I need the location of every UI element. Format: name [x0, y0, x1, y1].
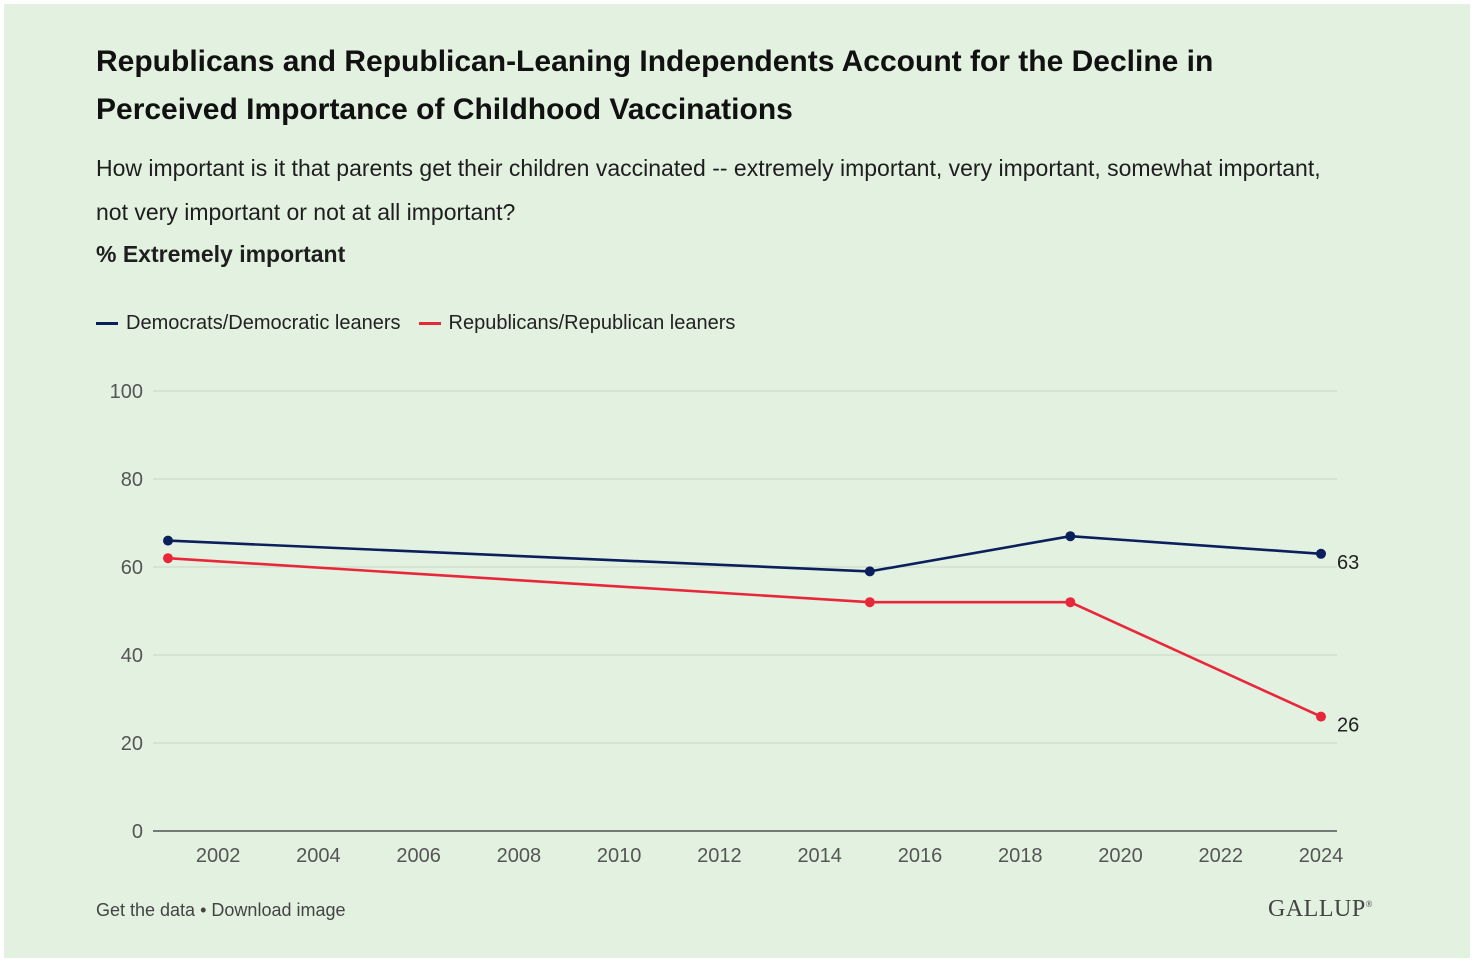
series-line-democrats	[167, 534, 1322, 573]
x-tick-label-2024: 2024	[1299, 845, 1344, 867]
x-tick-label-2008: 2008	[497, 845, 542, 867]
chart-subtitle: How important is it that parents get the…	[96, 155, 1321, 225]
y-tick-label-60: 60	[121, 557, 143, 579]
data-point-democrats-2019	[1065, 531, 1076, 542]
footer: Get the data • Download image	[96, 900, 346, 921]
legend-label-democrats: Democrats/Democratic leaners	[126, 311, 401, 334]
data-point-republicans-2015	[864, 597, 875, 608]
data-point-republicans-2019	[1065, 597, 1076, 608]
y-tick-label-100: 100	[110, 381, 143, 403]
y-tick-label-80: 80	[121, 469, 143, 491]
get-data-link[interactable]: Get the data	[96, 900, 196, 920]
download-image-link[interactable]: Download image	[211, 900, 346, 920]
gallup-logo: GALLUP®	[1268, 896, 1374, 922]
chart-card	[4, 4, 1470, 958]
legend-item-democrats: Democrats/Democratic leaners	[96, 312, 401, 335]
data-point-republicans-2001	[163, 553, 173, 564]
chart-title: Republicans and Republican-Leaning Indep…	[96, 45, 1214, 126]
legend-item-republicans: Republicans/Republican leaners	[418, 311, 736, 335]
legend-swatch-democrats	[96, 321, 118, 325]
y-tick-label-0: 0	[132, 821, 143, 843]
end-label-republicans: 26	[1337, 715, 1359, 737]
series-line-republicans	[167, 556, 1322, 718]
data-point-democrats-2024	[1316, 548, 1326, 559]
x-tick-label-2010: 2010	[597, 845, 642, 867]
end-label-democrats: 63	[1337, 552, 1359, 574]
x-tick-label-2004: 2004	[296, 845, 341, 867]
y-tick-label-40: 40	[121, 645, 143, 667]
data-point-democrats-2001	[163, 535, 173, 546]
x-tick-label-2022: 2022	[1198, 845, 1243, 867]
legend-label-republicans: Republicans/Republican leaners	[448, 311, 736, 334]
data-point-democrats-2015	[864, 566, 875, 577]
measure-label: % Extremely important	[96, 241, 346, 267]
legend: Democrats/Democratic leaners Republicans…	[96, 308, 753, 338]
data-point-republicans-2024	[1316, 711, 1326, 722]
x-tick-label-2014: 2014	[797, 845, 842, 867]
x-tick-label-2020: 2020	[1098, 845, 1143, 867]
x-tick-label-2016: 2016	[898, 845, 943, 867]
x-tick-label-2018: 2018	[998, 845, 1043, 867]
x-tick-label-2006: 2006	[396, 845, 441, 867]
footer-separator: •	[200, 900, 207, 920]
y-tick-label-20: 20	[121, 733, 143, 755]
legend-swatch-republicans	[418, 321, 441, 325]
x-tick-label-2012: 2012	[697, 845, 742, 867]
x-tick-label-2002: 2002	[196, 845, 241, 867]
